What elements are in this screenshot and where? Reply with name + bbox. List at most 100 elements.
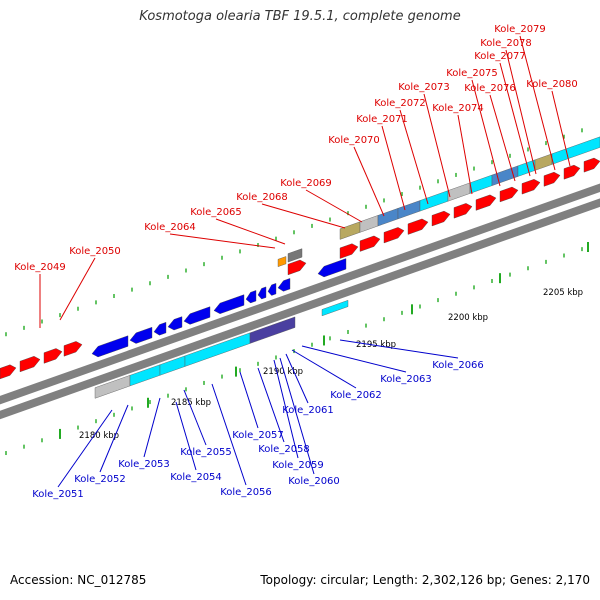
reverse-gene-label: Kole_2057 <box>232 430 284 441</box>
scale-tick-label: 2190 kbp <box>263 367 303 377</box>
reverse-gene-arrow <box>153 321 167 336</box>
backbone-forward <box>0 183 600 405</box>
forward-feature-band <box>359 215 379 233</box>
forward-gene-label: Kole_2064 <box>144 222 196 233</box>
label-leader-line <box>175 401 197 471</box>
forward-gene-arrow <box>383 227 405 244</box>
reverse-gene-label: Kole_2059 <box>272 460 324 471</box>
forward-gene-arrow <box>431 210 451 227</box>
forward-gene-label: Kole_2079 <box>494 24 546 35</box>
forward-gene-label: Kole_2068 <box>236 192 288 203</box>
label-leader-line <box>59 257 96 321</box>
reverse-gene-arrow <box>91 335 129 358</box>
forward-gene-arrow <box>499 186 519 203</box>
label-leader-line <box>215 218 286 245</box>
forward-feature-band <box>397 200 421 220</box>
forward-gene-label: Kole_2065 <box>190 207 242 218</box>
label-leader-line <box>257 367 285 443</box>
label-leader-line <box>169 233 276 249</box>
forward-gene-arrow <box>475 194 497 211</box>
feature-tracks <box>94 136 600 399</box>
forward-gene-label: Kole_2049 <box>14 262 66 273</box>
scale-ticks <box>5 128 589 456</box>
forward-gene-arrow <box>583 157 600 173</box>
forward-feature-band <box>419 190 449 212</box>
reverse-gene-label: Kole_2062 <box>330 390 382 401</box>
map-title: Kosmotoga olearia TBF 19.5.1, complete g… <box>139 9 461 24</box>
forward-gene-arrow <box>543 171 561 187</box>
reverse-gene-arrow <box>183 306 211 325</box>
reverse-gene-arrow <box>245 290 257 304</box>
forward-gene-arrow <box>339 243 359 259</box>
reverse-gene-label: Kole_2052 <box>74 474 126 485</box>
label-leader-line <box>353 146 385 217</box>
scale-tick-label: 2200 kbp <box>448 313 488 323</box>
forward-feature-band <box>277 256 287 267</box>
label-leader-line <box>261 203 346 229</box>
forward-feature-band <box>469 174 493 194</box>
forward-gene-arrow <box>521 179 541 195</box>
label-leader-line <box>99 404 129 473</box>
forward-gene-label: Kole_2080 <box>526 79 578 90</box>
forward-feature-band <box>339 221 361 240</box>
label-leader-line <box>457 114 473 195</box>
reverse-gene-arrow <box>129 326 153 344</box>
forward-gene-label: Kole_2071 <box>356 114 408 125</box>
reverse-gene-arrow <box>267 283 277 296</box>
reverse-feature-band <box>249 316 296 344</box>
label-leader-line <box>239 371 259 429</box>
reverse-gene-label: Kole_2066 <box>432 360 484 371</box>
label-leader-line <box>489 94 516 182</box>
backbone-reverse <box>0 198 600 420</box>
label-leader-line <box>505 49 537 175</box>
reverse-gene-label: Kole_2054 <box>170 472 222 483</box>
reverse-gene-arrow <box>213 294 245 314</box>
forward-gene-arrow <box>453 203 473 219</box>
scale-tick-label: 2185 kbp <box>171 398 211 408</box>
forward-gene-label: Kole_2073 <box>398 82 450 93</box>
forward-gene-label: Kole_2069 <box>280 178 332 189</box>
forward-gene-arrow <box>287 259 307 276</box>
label-leader-line <box>471 79 501 187</box>
label-leader-line <box>211 383 247 486</box>
reverse-gene-label: Kole_2063 <box>380 374 432 385</box>
scale-tick-label: 2205 kbp <box>543 288 583 298</box>
reverse-gene-label: Kole_2053 <box>118 459 170 470</box>
label-leader-line <box>301 345 407 373</box>
label-leader-line <box>291 349 357 389</box>
forward-feature-band <box>534 153 553 171</box>
forward-gene-label: Kole_2076 <box>464 83 516 94</box>
forward-feature-band <box>377 208 399 227</box>
label-leader-line <box>305 189 363 223</box>
label-leader-line <box>399 109 429 205</box>
forward-gene-label: Kole_2077 <box>474 51 526 62</box>
forward-gene-label: Kole_2070 <box>328 135 380 146</box>
scale-tick-label: 2180 kbp <box>79 431 119 441</box>
forward-gene-label: Kole_2050 <box>69 246 121 257</box>
label-leader-line <box>423 93 451 198</box>
label-leader-line <box>279 357 315 475</box>
reverse-gene-arrow <box>257 286 267 300</box>
accession-text: Accession: NC_012785 <box>10 573 147 587</box>
forward-feature-band <box>551 136 600 165</box>
reverse-gene-label: Kole_2060 <box>288 476 340 487</box>
label-leader-line <box>499 62 531 177</box>
forward-gene-arrow <box>63 341 83 357</box>
reverse-feature-band <box>321 299 349 317</box>
label-leader-line <box>381 125 406 211</box>
label-leader-line <box>551 90 571 167</box>
forward-gene-arrow <box>407 218 429 235</box>
forward-gene-arrow <box>43 348 63 364</box>
reverse-gene-label: Kole_2056 <box>220 487 272 498</box>
forward-gene-label: Kole_2072 <box>374 98 426 109</box>
label-leader-line <box>285 353 309 404</box>
gene-arrows <box>0 157 600 380</box>
forward-gene-arrow <box>563 164 581 180</box>
reverse-gene-label: Kole_2051 <box>32 489 84 500</box>
forward-feature-band <box>447 182 471 202</box>
reverse-gene-label: Kole_2061 <box>282 405 334 416</box>
reverse-gene-arrow <box>167 316 183 331</box>
